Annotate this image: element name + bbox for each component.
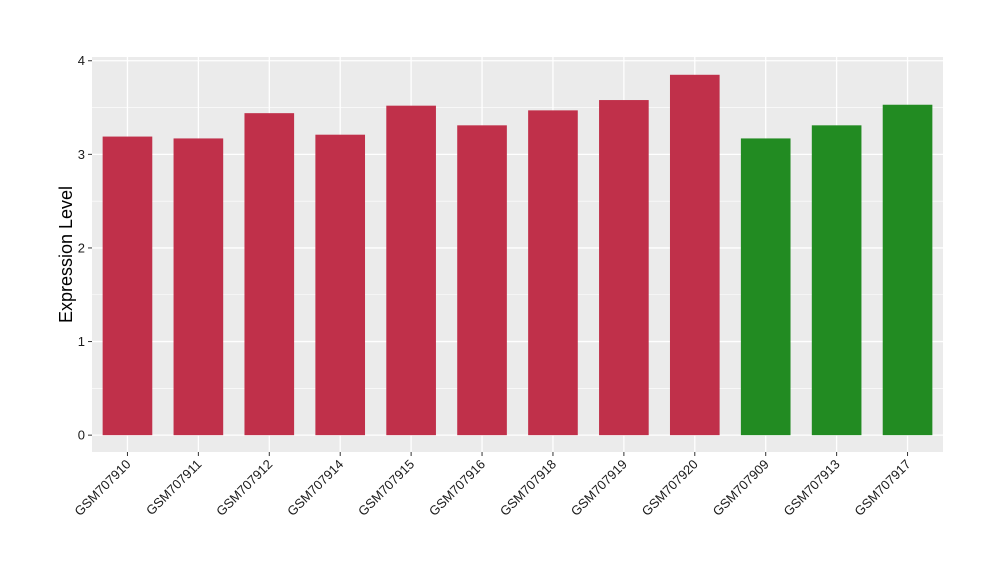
x-tick-label: GSM707912 [213,457,275,519]
x-tick-label: GSM707913 [781,457,843,519]
x-tick-label: GSM707909 [710,457,772,519]
y-axis: 0 1 2 3 4 [78,53,92,443]
y-tick-label: 2 [78,240,85,255]
bar-GSM707919 [599,100,649,436]
plot-panel [92,57,943,452]
x-tick-label: GSM707916 [426,457,488,519]
y-tick-label: 1 [78,334,85,349]
y-axis-title: Expression Level [56,186,76,323]
y-tick-label: 3 [78,147,85,162]
bar-GSM707911 [173,138,224,436]
bar-GSM707913 [811,125,862,436]
y-tick-label: 4 [78,53,85,68]
bar-GSM707909 [740,138,791,436]
bars [102,74,933,436]
bar-GSM707920 [669,74,720,436]
bar-GSM707917 [882,104,933,436]
bar-GSM707915 [386,105,436,436]
x-tick-label: GSM707911 [143,457,205,519]
x-tick-label: GSM707918 [497,457,559,519]
x-tick-label: GSM707914 [284,457,346,519]
bar-GSM707914 [315,134,366,436]
x-tick-label: GSM707920 [639,457,701,519]
bar-GSM707916 [457,125,507,436]
y-tick-label: 0 [78,428,85,443]
x-tick-label: GSM707915 [355,457,417,519]
bar-GSM707910 [102,136,153,436]
x-tick-label: GSM707917 [851,457,913,519]
x-tick-label: GSM707919 [568,457,630,519]
x-tick-label: GSM707910 [71,457,133,519]
x-axis: GSM707910 GSM707911 GSM707912 GSM707914 GSM7… [71,452,914,519]
bar-GSM707918 [528,110,578,436]
bar-GSM707912 [244,113,295,436]
